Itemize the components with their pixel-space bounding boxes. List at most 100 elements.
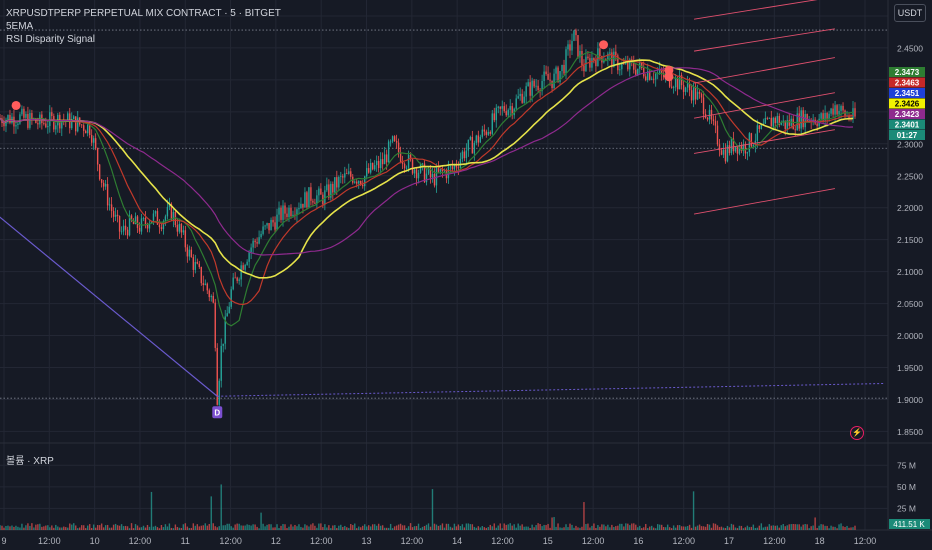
candle-body	[523, 96, 525, 103]
volume-bar	[599, 526, 601, 530]
y-tick-label: 2.4500	[897, 43, 923, 53]
candle-body	[425, 173, 428, 183]
volume-bar	[549, 527, 551, 530]
volume-bar	[294, 524, 296, 530]
candle-body	[244, 264, 246, 270]
candle-body	[152, 213, 155, 221]
volume-bar	[238, 523, 240, 530]
volume-bar	[557, 523, 559, 530]
volume-bar	[7, 525, 9, 530]
volume-tick-label: 25 M	[897, 503, 916, 513]
candle-body	[134, 216, 137, 225]
volume-bar	[268, 524, 270, 530]
candle-body	[505, 111, 507, 116]
channel-line[interactable]	[693, 28, 835, 52]
volume-bar	[260, 512, 262, 530]
price-label-bg	[889, 98, 925, 109]
volume-legend[interactable]: 볼륨 · XRP	[6, 456, 54, 467]
candle-body	[98, 164, 101, 180]
volume-bar	[772, 525, 774, 530]
channel-line[interactable]	[693, 57, 835, 84]
ema-indicator-label[interactable]: 5EMA	[6, 21, 34, 32]
volume-bar	[792, 523, 794, 530]
volume-bar	[41, 526, 43, 530]
candle-body	[579, 50, 581, 58]
rsi-indicator-label[interactable]: RSI Disparity Signal	[6, 34, 95, 45]
volume-bar	[796, 524, 798, 530]
candle-body	[565, 49, 567, 74]
flash-icon[interactable]: ⚡	[850, 426, 864, 440]
volume-bar	[194, 525, 197, 530]
candle-body	[379, 159, 382, 169]
x-tick-label: 12:00	[763, 536, 786, 546]
candle-body	[280, 207, 282, 220]
candle-body	[369, 162, 372, 173]
volume-bar	[401, 525, 404, 530]
volume-bar	[782, 524, 784, 530]
volume-bar	[37, 524, 39, 530]
volume-bar	[200, 525, 202, 530]
volume-bar	[276, 524, 278, 530]
candle-body	[521, 93, 523, 103]
volume-bar	[816, 527, 818, 530]
volume-bar	[338, 525, 340, 530]
candle-body	[543, 71, 545, 82]
volume-bar	[585, 524, 587, 530]
volume-bar	[284, 524, 286, 530]
candle-body	[222, 343, 224, 346]
volume-bar	[433, 523, 436, 530]
volume-bar	[15, 525, 17, 530]
volume-bar	[649, 526, 651, 530]
channel-line[interactable]	[693, 92, 835, 119]
candle-body	[212, 295, 214, 303]
volume-bar	[278, 528, 280, 530]
volume-bar	[25, 525, 27, 530]
candle-body	[126, 229, 129, 236]
candle-body	[617, 55, 619, 71]
channel-line[interactable]	[693, 188, 835, 215]
volume-bar	[455, 526, 458, 530]
candle-body	[19, 114, 21, 124]
volume-bar	[96, 525, 99, 530]
volume-bar	[623, 526, 625, 530]
candle-body	[298, 208, 300, 210]
candle-body	[138, 227, 141, 232]
volume-bar	[710, 527, 713, 530]
volume-bar	[53, 527, 55, 530]
candle-body	[451, 166, 454, 170]
x-tick-label: 12:00	[401, 536, 424, 546]
candle-body	[71, 119, 73, 129]
candle-body	[264, 225, 266, 227]
signal-dot	[599, 40, 609, 50]
channel-line[interactable]	[693, 129, 835, 154]
trend-line-dashed[interactable]	[217, 382, 886, 397]
volume-bar	[573, 527, 575, 530]
y-tick-label: 2.3000	[897, 139, 923, 149]
trend-line[interactable]	[0, 209, 218, 397]
candle-body	[653, 78, 655, 80]
volume-bar	[240, 525, 242, 530]
candle-body	[627, 61, 629, 70]
candle-body	[621, 63, 623, 70]
volume-bar	[57, 526, 59, 530]
candle-body	[836, 105, 838, 115]
candle-body	[344, 173, 346, 178]
candle-body	[73, 116, 75, 120]
candle-body	[507, 109, 509, 116]
currency-button[interactable]: USDT	[894, 4, 926, 22]
volume-bar	[330, 528, 332, 530]
volume-bar	[55, 524, 57, 530]
candle-body	[43, 123, 45, 124]
candle-body	[774, 117, 776, 124]
volume-bar	[49, 527, 51, 530]
volume-bar	[629, 525, 631, 530]
channel-line[interactable]	[693, 0, 835, 20]
candle-body	[262, 226, 264, 234]
candle-body	[300, 203, 302, 209]
volume-bar	[613, 527, 615, 530]
candle-body	[808, 119, 810, 121]
volume-bar	[742, 528, 745, 530]
volume-bar	[391, 528, 394, 530]
candle-body	[780, 122, 782, 125]
